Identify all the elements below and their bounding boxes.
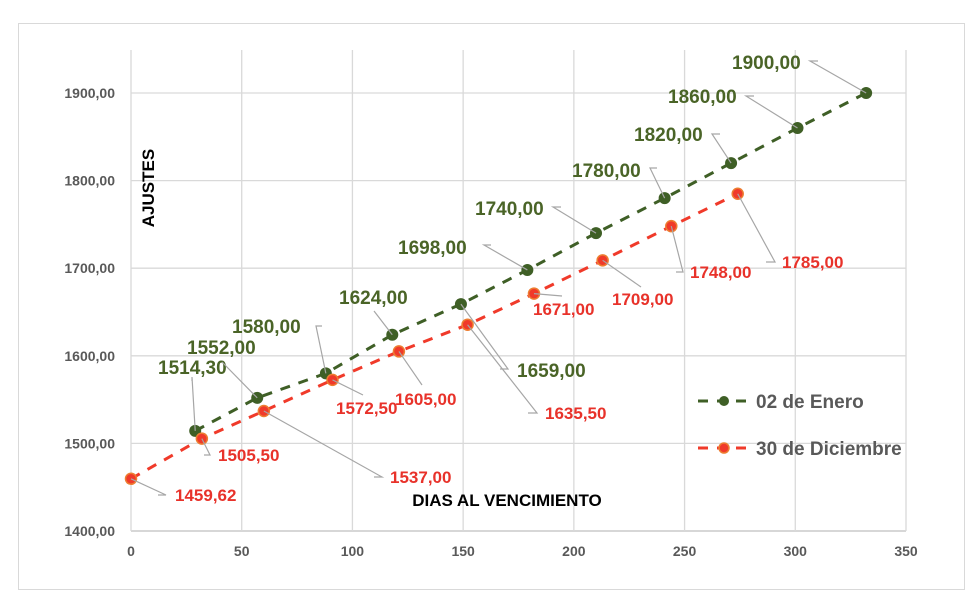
leader-line bbox=[710, 133, 732, 164]
leader-line bbox=[263, 410, 385, 478]
legend-item-02-enero[interactable]: 02 de Enero bbox=[698, 392, 864, 413]
data-label: 1537,00 bbox=[390, 468, 451, 487]
legend: 02 de Enero 30 de Diciembre bbox=[698, 392, 902, 460]
leader-line bbox=[467, 324, 539, 414]
series-30-diciembre bbox=[124, 187, 744, 486]
data-label: 1605,00 bbox=[395, 390, 456, 409]
data-label: 1459,62 bbox=[175, 486, 236, 505]
x-axis-ticks: 0 50 100 150 200 250 300 350 bbox=[127, 543, 918, 559]
x-tick-label: 50 bbox=[234, 543, 250, 559]
data-label: 1671,00 bbox=[533, 300, 594, 319]
legend-item-30-diciembre[interactable]: 30 de Diciembre bbox=[698, 439, 902, 460]
data-label: 1552,00 bbox=[187, 338, 256, 359]
y-axis-ticks: 1400,00 1500,00 1600,00 1700,00 1800,00 1900,… bbox=[64, 85, 115, 539]
leader-line bbox=[649, 167, 666, 199]
leader-line bbox=[315, 325, 327, 374]
data-label: 1659,00 bbox=[517, 361, 586, 382]
data-label: 1698,00 bbox=[398, 238, 467, 259]
chart-frame bbox=[18, 23, 965, 590]
leader-line bbox=[130, 478, 167, 496]
data-label: 1624,00 bbox=[339, 288, 408, 309]
leader-line bbox=[602, 259, 642, 288]
x-tick-label: 350 bbox=[894, 543, 918, 559]
legend-marker-icon bbox=[719, 396, 729, 406]
leader-line bbox=[670, 226, 684, 273]
data-label: 1900,00 bbox=[732, 53, 801, 74]
gridlines bbox=[130, 50, 907, 532]
data-label: 1572,50 bbox=[336, 399, 397, 418]
data-label: 1709,00 bbox=[612, 290, 673, 309]
y-tick-label: 1900,00 bbox=[64, 85, 115, 101]
leader-line bbox=[743, 95, 798, 129]
legend-marker-icon bbox=[718, 442, 730, 454]
leader-line bbox=[398, 351, 423, 386]
y-tick-label: 1700,00 bbox=[64, 260, 115, 276]
y-tick-label: 1800,00 bbox=[64, 173, 115, 189]
x-tick-label: 150 bbox=[451, 543, 475, 559]
x-tick-label: 200 bbox=[562, 543, 586, 559]
x-axis-title: DIAS AL VENCIMIENTO bbox=[412, 491, 602, 510]
leader-line bbox=[460, 303, 510, 370]
x-tick-label: 0 bbox=[127, 543, 135, 559]
x-tick-label: 100 bbox=[341, 543, 365, 559]
leader-line bbox=[373, 310, 393, 336]
data-label: 1580,00 bbox=[232, 317, 301, 338]
leader-line bbox=[550, 206, 597, 234]
series-line bbox=[130, 192, 739, 481]
y-tick-label: 1600,00 bbox=[64, 348, 115, 364]
legend-label: 02 de Enero bbox=[756, 392, 864, 413]
leader-line bbox=[221, 361, 258, 399]
y-axis-title: AJUSTES bbox=[139, 149, 158, 227]
y-tick-label: 1400,00 bbox=[64, 523, 115, 539]
leader-line bbox=[737, 193, 777, 263]
leader-line bbox=[481, 244, 528, 271]
data-label: 1635,50 bbox=[545, 404, 606, 423]
data-label: 1860,00 bbox=[668, 87, 737, 108]
legend-label: 30 de Diciembre bbox=[756, 439, 902, 460]
y-tick-label: 1500,00 bbox=[64, 435, 115, 451]
series-layer bbox=[124, 87, 873, 486]
x-tick-label: 300 bbox=[784, 543, 808, 559]
leader-line bbox=[191, 376, 196, 431]
data-label: 1740,00 bbox=[475, 199, 544, 220]
data-label: 1514,30 bbox=[158, 358, 227, 379]
data-label: 1748,00 bbox=[690, 263, 751, 282]
leader-line bbox=[533, 293, 563, 297]
x-tick-label: 250 bbox=[673, 543, 697, 559]
data-label: 1820,00 bbox=[634, 125, 703, 146]
leader-line bbox=[332, 379, 364, 396]
leader-line bbox=[201, 438, 211, 456]
data-label: 1780,00 bbox=[572, 161, 641, 182]
data-label: 1785,00 bbox=[782, 253, 843, 272]
leader-line bbox=[807, 60, 867, 94]
data-label: 1505,50 bbox=[218, 446, 279, 465]
